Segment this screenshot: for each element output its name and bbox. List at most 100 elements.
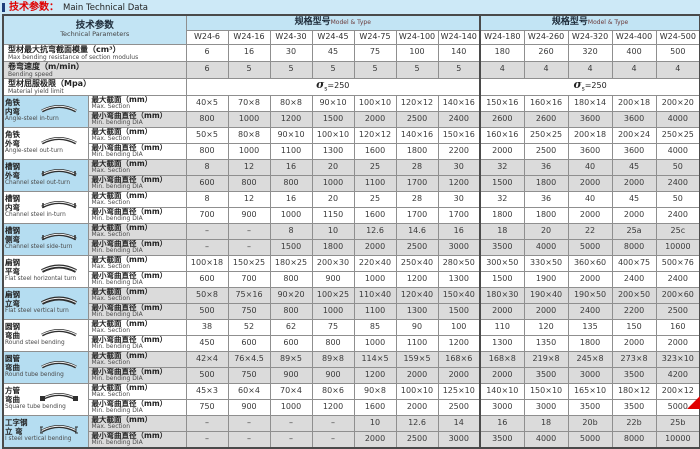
data-cell: 90×8: [353, 382, 397, 400]
data-cell: 2000: [567, 174, 613, 192]
table-row: 最小弯曲直径（mm） Min. bending DIA 750 900 1000 1200…: [3, 398, 700, 416]
data-cell: 200×24: [611, 126, 657, 144]
block-label-zh: 圆钢 弯曲: [5, 322, 20, 340]
min-bending-dia-label: 最小弯曲直径（mm） Min. bending DIA: [87, 238, 187, 256]
block-label-zh: 方管 弯曲: [5, 386, 20, 404]
data-cell: 1200: [437, 334, 481, 352]
data-cell: 89×5: [269, 350, 313, 368]
data-cell: 1500: [479, 270, 525, 288]
block-label-angle-steel-in-turn: 角铁 内弯 Angle-steel in-turn: [2, 94, 89, 128]
data-cell: 62: [269, 318, 313, 336]
data-cell: 4000: [523, 238, 569, 256]
data-cell: 2000: [523, 302, 569, 320]
block-label-zh: 圆管 弯曲: [5, 354, 20, 372]
data-cell: 4200: [655, 366, 700, 384]
data-cell: –: [311, 430, 355, 448]
data-cell: 1700: [395, 174, 439, 192]
max-section-label-zh: 最大截面（mm）: [91, 127, 153, 136]
data-cell: 50: [655, 190, 700, 208]
max-section-label: 最大截面（mm） Max. Section: [87, 126, 187, 144]
data-cell: 14: [437, 414, 481, 432]
row-label-en: Max bending resistance of section modulu…: [8, 53, 139, 61]
table-row: 方管 弯曲 Square tube bending 最大截面（mm） Max. Sec…: [2, 382, 700, 416]
data-cell: 3500: [479, 430, 525, 448]
data-cell: 1300: [395, 302, 439, 320]
max-section-label-zh: 最大截面（mm）: [91, 383, 153, 392]
max-section-label: 最大截面（mm） Max. Section: [87, 222, 187, 240]
data-cell: 16: [227, 43, 271, 62]
block-label-flat-steel-horizontal-turn: 扁钢 平弯 Flat steel horizontal turn: [2, 254, 89, 288]
data-cell: 245×8: [567, 350, 613, 368]
data-cell: 25: [353, 190, 397, 208]
data-cell: 180: [479, 43, 525, 62]
data-cell: 450: [185, 334, 229, 352]
data-cell: 200×20: [655, 94, 700, 112]
data-cell: 5: [311, 60, 355, 79]
data-cell: 180×25: [269, 254, 313, 272]
min-bending-dia-label-en: Min. bending DIA: [91, 247, 143, 254]
data-cell: 200×18: [567, 126, 613, 144]
data-cell: 1200: [395, 270, 439, 288]
data-cell: 1600: [353, 142, 397, 160]
data-cell: 1600: [353, 206, 397, 224]
data-cell: 1100: [269, 142, 313, 160]
data-cell: 90×20: [269, 286, 313, 304]
table-row: 最小弯曲直径（mm） Min. bending DIA – – – –2000 2500 30…: [3, 430, 700, 448]
min-bending-dia-label-zh: 最小弯曲直径（mm）: [91, 111, 168, 120]
min-bending-dia-label-en: Min. bending DIA: [91, 183, 143, 190]
data-cell: 1000: [269, 206, 313, 224]
block-label-en: Angle-steel out-turn: [5, 148, 63, 155]
table-row: 槽钢 内弯 Channel steel in-turn 最大截面（mm） Max. S…: [2, 190, 700, 224]
page-title-en: Main Technical Data: [63, 2, 149, 13]
max-section-label-zh: 最大截面（mm）: [91, 159, 153, 168]
data-cell: 12: [227, 158, 271, 176]
min-bending-dia-label-en: Min. bending DIA: [91, 311, 143, 318]
data-cell: 900: [227, 206, 271, 224]
block-label-en: Round steel bending: [5, 340, 65, 347]
data-cell: 114×5: [353, 350, 397, 368]
data-cell: 6: [185, 43, 229, 62]
data-cell: 4: [655, 60, 700, 79]
data-cell: 1000: [227, 110, 271, 128]
data-cell: 28: [395, 190, 439, 208]
data-cell: 100×18: [185, 254, 229, 272]
data-cell: 1350: [523, 334, 569, 352]
page-title: 技术参数： Main Technical Data: [0, 0, 700, 14]
data-cell: 32: [479, 158, 525, 176]
data-cell: 150×40: [437, 286, 481, 304]
data-cell: 25: [353, 158, 397, 176]
row-label-yield-limit: 型材屈服极限（Mpa） Material yield limit: [2, 77, 187, 96]
data-cell: 150×10: [523, 382, 569, 400]
data-cell: 22b: [611, 414, 657, 432]
block-label-zh: 槽钢 侧弯: [5, 226, 20, 244]
data-cell: 50: [655, 158, 700, 176]
data-cell: 2600: [479, 110, 525, 128]
channel-steel-out-turn-icon: [31, 165, 87, 178]
data-cell: 2500: [437, 398, 481, 416]
data-cell: 400: [611, 43, 657, 62]
data-cell: 300×50: [479, 254, 525, 272]
data-cell: 180×14: [567, 94, 613, 112]
technical-parameters-header: 技术参数 Technical Parameters: [2, 14, 187, 45]
model-column-header: W24-45: [311, 29, 355, 45]
data-cell: 1100: [353, 302, 397, 320]
row-label-zh: 型材屈服极限（Mpa）: [8, 78, 92, 88]
table-row: 卷弯速度（m/min） Bending speed 6 5 5 5 5 5 5 4 4 4 4 4: [2, 60, 700, 79]
block-label-channel-steel-side-turn: 槽钢 侧弯 Channel steel side-turn: [2, 222, 89, 256]
data-cell: 80×6: [311, 382, 355, 400]
row-label-en: Bending speed: [8, 70, 53, 78]
model-type-group-header: 规格型号Model & Type: [185, 14, 481, 31]
min-bending-dia-label: 最小弯曲直径（mm） Min. bending DIA: [87, 206, 187, 224]
data-cell: 1000: [311, 302, 355, 320]
data-cell: 219×8: [523, 350, 569, 368]
data-cell: –: [227, 238, 271, 256]
data-cell: 22: [567, 222, 613, 240]
model-column-header: W24-500: [655, 29, 700, 45]
data-cell: 125×10: [437, 382, 481, 400]
data-cell: 10000: [655, 430, 700, 448]
data-cell: 1800: [523, 206, 569, 224]
table-row: 圆管 弯曲 Round tube bending 最大截面（mm） Max. Sect…: [2, 350, 700, 384]
table-row: 最小弯曲直径（mm） Min. bending DIA 500 750 900 900 12…: [3, 366, 700, 384]
data-cell: –: [311, 414, 355, 432]
row-label-zh: 型材最大抗弯截面模量（cm³）: [8, 44, 121, 54]
